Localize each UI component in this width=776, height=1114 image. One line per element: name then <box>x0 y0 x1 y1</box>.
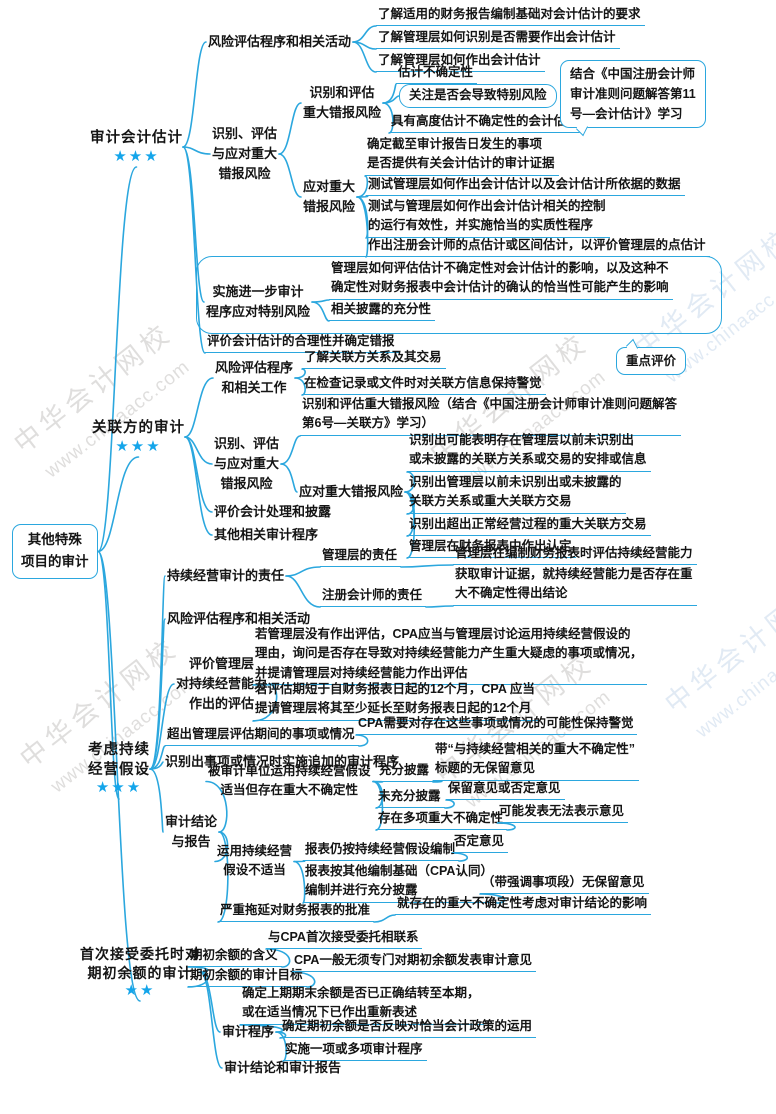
mindmap-node: 评价管理层 对持续经营能力 作出的评估 <box>176 656 268 712</box>
mindmap-node: 若管理层没有作出评估，CPA应当与管理层讨论运用持续经营假设的 理由，询问是否存… <box>253 625 647 686</box>
mindmap-node: 充分披露 <box>377 761 434 783</box>
importance-stars: ★★★ <box>113 147 160 165</box>
mindmap-node: 识别出事项或情况时实施追加的审计程序 <box>165 754 400 769</box>
mindmap-node: 若评估期短于自财务报表日起的12个月，CPA 应当 提请管理层将其至少延长至财务… <box>253 680 539 721</box>
mindmap-node: CPA一般无须专门对期初余额发表审计意见 <box>292 951 536 973</box>
mindmap-node: 具有高度估计不确定性的会计估计 <box>389 112 583 134</box>
branch-title: 首次接受委托时对 期初余额的审计 <box>80 946 200 981</box>
mindmap-node: 注册会计师的责任 <box>320 586 427 608</box>
mindmap-node: 审计结论和审计报告 <box>224 1060 342 1075</box>
mindmap-node: 了解适用的财务报告编制基础对会计估计的要求 <box>376 5 645 27</box>
branch-label-opening-balances: 首次接受委托时对 期初余额的审计 ★★ <box>80 945 200 999</box>
importance-stars: ★★★ <box>95 779 143 797</box>
mindmap-root-node: 其他特殊 项目的审计 <box>12 524 98 579</box>
mindmap-node: 运用持续经营 假设不适当 <box>217 844 293 878</box>
mindmap-node: 审计结论 与报告 <box>165 814 218 850</box>
mindmap-node: CPA需要对存在这些事项或情况的可能性保持警觉 <box>356 714 638 736</box>
mindmap-node: 确定截至审计报告日发生的事项 是否提供有关会计估计的审计证据 <box>365 135 559 176</box>
mindmap-node: 报表按其他编制基础（CPA认同） 编制并进行充分披露 <box>303 862 497 903</box>
mindmap-node: 获取审计证据，就持续经营能力是否存在重 大不确定性得出结论 <box>453 565 697 606</box>
mindmap-node: 关注是否会导致特别风险 <box>399 84 557 109</box>
mindmap-node: 审计程序 <box>222 1024 275 1039</box>
mindmap-node: 报表仍按持续经营假设编制 <box>303 840 460 862</box>
callout-note-standards-qa11: 结合《中国注册会计师 审计准则问题解答第11 号—会计估计》学习 <box>560 60 706 128</box>
mindmap-node: 管理层在财务报表中作出认定 <box>407 537 576 559</box>
mindmap-node: 就存在的重大不确定性考虑对审计结论的影响 <box>395 894 652 916</box>
mindmap-node: 带“与持续经营相关的重大不确定性” 标题的无保留意见 <box>433 740 640 781</box>
mindmap-node: 识别出超出正常经营过程的重大关联方交易 <box>407 515 651 537</box>
mindmap-node: 期初余额的含义 <box>188 946 282 968</box>
mindmap-node: 严重拖延对财务报表的批准 <box>218 901 375 923</box>
mindmap-node: 超出管理层评估期间的事项或情况 <box>165 725 359 747</box>
mindmap-node: 识别和评估 重大错报风险 <box>303 85 382 121</box>
branch-title: 考虑持续 经营假设 <box>88 742 150 778</box>
mindmap-node: 识别、评估 与应对重大 错报风险 <box>212 126 278 182</box>
branch-label-going-concern: 考虑持续 经营假设 ★★★ <box>88 741 150 797</box>
mindmap-node: 了解管理层如何识别是否需要作出会计估计 <box>376 28 620 50</box>
branch-title: 审计会计估计 <box>90 130 183 146</box>
mindmap-node: （带强调事项段）无保留意见 <box>480 873 649 895</box>
callout-note-key-evaluation: 重点评价 <box>616 347 687 375</box>
mindmap-node: 应对重大错报风险 <box>299 484 404 499</box>
mindmap-node: 风险评估程序 和相关工作 <box>215 360 294 396</box>
mindmap-node: 被审计单位运用持续经营假设 适当但存在重大不确定性 <box>208 764 371 798</box>
mindmap-node: 否定意见 <box>452 832 509 854</box>
branch-label-related-parties: 关联方的审计 ★★★ <box>92 419 185 455</box>
mindmap-node: 可能发表无法表示意见 <box>497 802 629 824</box>
mindmap-node: 应对重大 错报风险 <box>303 179 356 215</box>
mindmap-node: 估计不确定性 <box>396 63 478 85</box>
mindmap-node: 风险评估程序和相关活动 <box>167 611 311 626</box>
mindmap-node: 确定上期期末余额是否已正确结转至本期， 或在适当情况下已作出重新表述 <box>240 984 484 1025</box>
mindmap-node: 了解关联方关系及其交易 <box>302 348 446 370</box>
mindmap-node: 管理层如何评估估计不确定性对会计估计的影响，以及这种不 确定性对财务报表中会计估… <box>329 259 673 300</box>
mindmap-node: 确定期初余额是否反映对恰当会计政策的运用 <box>280 1017 537 1039</box>
branch-title: 关联方的审计 <box>92 420 185 436</box>
mindmap-node: 期初余额的审计目标 <box>188 966 307 988</box>
mindmap-node: 识别、评估 与应对重大 错报风险 <box>214 436 280 492</box>
mindmap-node: 实施一项或多项审计程序 <box>283 1040 427 1062</box>
mindmap-node: 识别和评估重大错报风险（结合《中国注册会计师审计准则问题解答 第6号—关联方》学… <box>300 395 682 436</box>
mindmap-node: 识别出可能表明存在管理层以前未识别出 或未披露的关联方关系或交易的安排或信息 <box>407 431 651 472</box>
mindmap-node: 评价会计估计的合理性并确定错报 <box>205 332 399 354</box>
branch-label-accounting-estimates: 审计会计估计 ★★★ <box>90 129 183 165</box>
importance-stars: ★★ <box>124 981 156 999</box>
mindmap-node: 相关披露的充分性 <box>329 300 436 322</box>
mindmap-node: 未充分披露 <box>376 787 445 809</box>
mindmap-node: 了解管理层如何作出会计估计 <box>376 51 545 73</box>
mindmap-node: 持续经营审计的责任 <box>167 568 285 583</box>
mindmap-node: 作出注册会计师的点估计或区间估计，以评价管理层的点估计 <box>366 236 710 258</box>
mindmap-node: 识别出管理层以前未识别出或未披露的 关联方关系或重大关联方交易 <box>407 473 626 514</box>
mindmap-node: 管理层在编制财务报表时评估持续经营能力 <box>453 544 697 566</box>
mindmap-node: 风险评估程序和相关活动 <box>208 34 352 49</box>
mindmap-node: 存在多项重大不确定性 <box>376 809 508 831</box>
mindmap-node: 其他相关审计程序 <box>214 527 319 542</box>
mindmap-node: 测试管理层如何作出会计估计以及会计估计所依据的数据 <box>366 175 685 197</box>
mindmap-node: 与CPA首次接受委托相联系 <box>266 928 423 950</box>
mindmap-node: 评价会计处理和披露 <box>214 504 332 519</box>
mindmap-node: 实施进一步审计 程序应对特别风险 <box>206 284 311 320</box>
importance-stars: ★★★ <box>115 437 162 455</box>
mindmap-node: 在检查记录或文件时对关联方信息保持警觉 <box>302 374 546 396</box>
mindmap-node: 保留意见或否定意见 <box>446 779 565 801</box>
mindmap-node: 测试与管理层如何作出会计估计相关的控制 的运行有效性，并实施恰当的实质性程序 <box>366 197 610 238</box>
mindmap-node: 管理层的责任 <box>320 546 402 568</box>
